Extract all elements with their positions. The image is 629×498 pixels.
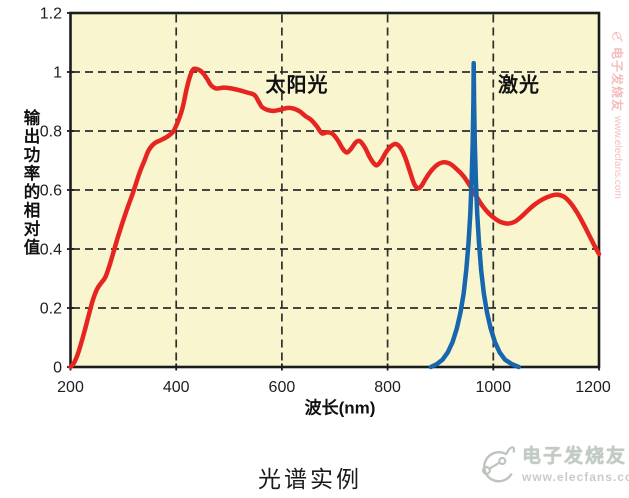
elecfans-side-watermark: 电子发烧友 www.elecfans.com: [609, 30, 626, 199]
x-tick-label: 1000: [476, 379, 512, 396]
y-tick-label: 0.2: [40, 301, 62, 318]
x-tick-label: 1200: [575, 379, 611, 396]
watermark-site: www.elecfans.com: [522, 470, 629, 484]
sunlight-series-label: 太阳光: [265, 74, 329, 97]
sunlight-curve: [68, 66, 602, 370]
elecfans-side-logo-icon: [612, 31, 623, 42]
y-tick-label: 0: [53, 360, 62, 377]
laser-curve: [428, 60, 521, 370]
x-tick-label: 600: [269, 379, 296, 396]
y-axis-label: 输出功率的相对值: [21, 109, 39, 257]
x-tick-label: 800: [374, 379, 401, 396]
x-tick-label: 200: [57, 379, 84, 396]
watermark-text: 电子发烧友 www.elecfans.com: [522, 441, 629, 484]
y-tick-label: 1.2: [40, 6, 62, 23]
y-tick-label: 0.8: [40, 124, 62, 141]
watermark-brand: 电子发烧友: [522, 446, 628, 467]
y-tick-label: 1: [53, 65, 62, 82]
laser-series-label: 激光: [498, 74, 540, 97]
elecfans-logo-icon: [481, 446, 516, 483]
figure-caption: 光谱实例: [258, 467, 362, 493]
side-watermark-site: www.elecfans.com: [612, 116, 623, 199]
y-tick-label: 0.4: [40, 242, 62, 259]
x-tick-label: 400: [163, 379, 190, 396]
side-watermark-brand: 电子发烧友: [610, 47, 624, 113]
y-tick-label: 0.6: [40, 183, 62, 200]
elecfans-watermark: 电子发烧友 www.elecfans.com: [478, 441, 629, 487]
x-axis-label: 波长(nm): [304, 398, 376, 418]
